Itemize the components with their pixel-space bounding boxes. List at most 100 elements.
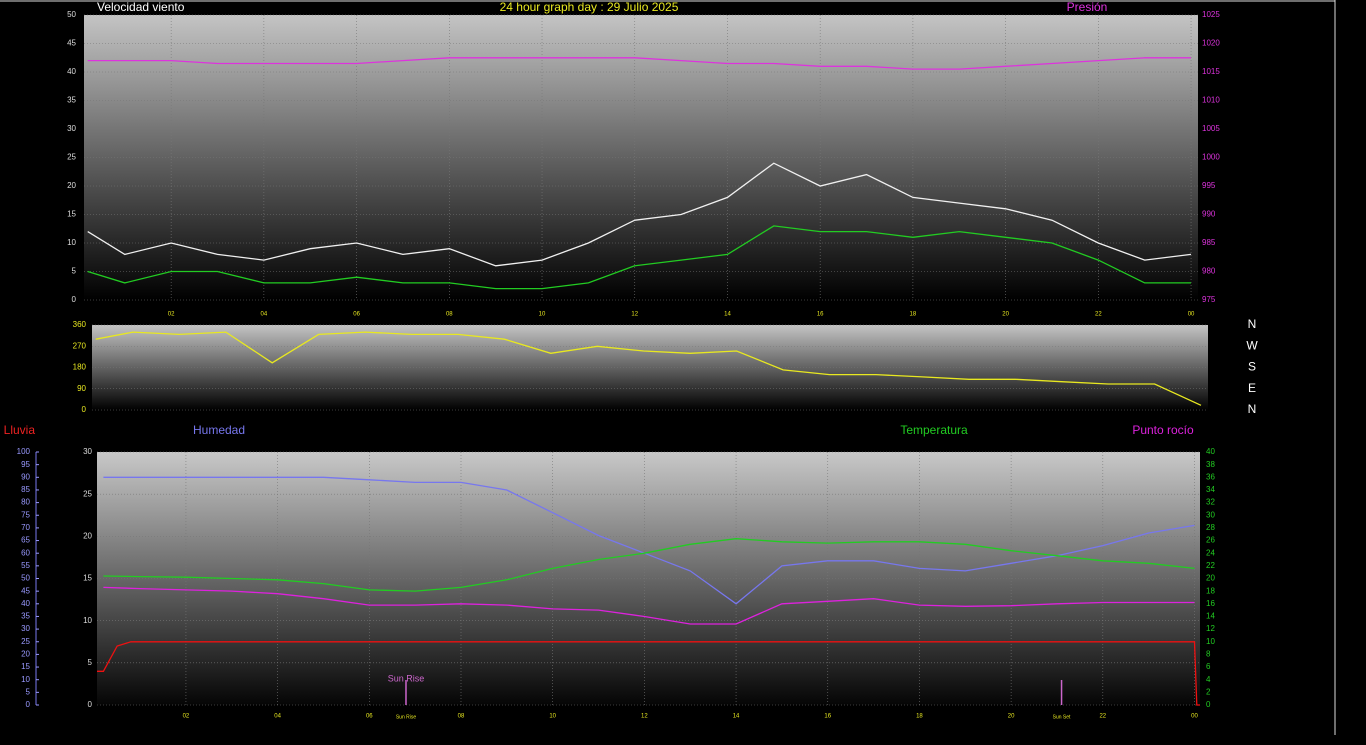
x-tick-label: 16 (817, 312, 824, 318)
axis-title: Lluvia (4, 423, 36, 437)
x-tick-label: 04 (274, 714, 281, 720)
y-tick-label: 20 (1206, 574, 1215, 583)
y-tick-label: N (1248, 402, 1257, 416)
y-tick-label: 1010 (1202, 96, 1220, 105)
y-tick-label: 20 (21, 650, 30, 659)
y-tick-label: 30 (1206, 510, 1215, 519)
series-line (87, 57, 1191, 70)
y-tick-label: 0 (82, 405, 87, 414)
y-tick-label: 45 (21, 586, 30, 595)
y-tick-label: 1020 (1202, 39, 1220, 48)
y-tick-label: 980 (1202, 267, 1216, 276)
y-tick-label: 22 (1206, 561, 1215, 570)
axis-title: Temperatura (900, 423, 968, 437)
x-tick-label: 04 (261, 312, 268, 318)
sun-label-small: Sun Set (1053, 714, 1071, 720)
y-tick-label: 36 (1206, 472, 1215, 481)
y-tick-label: 14 (1206, 612, 1215, 621)
y-tick-label: 30 (21, 624, 30, 633)
y-tick-label: 16 (1206, 599, 1215, 608)
y-tick-label: S (1248, 360, 1256, 374)
x-tick-label: 12 (631, 312, 638, 318)
y-tick-label: 360 (73, 320, 87, 329)
series-line (95, 331, 1202, 406)
x-tick-label: 22 (1099, 714, 1106, 720)
y-tick-label: E (1248, 381, 1256, 395)
plot-area (84, 15, 1198, 300)
y-tick-label: 0 (1206, 700, 1211, 709)
y-tick-label: 34 (1206, 485, 1215, 494)
y-tick-label: 35 (67, 96, 76, 105)
y-tick-label: 15 (21, 662, 30, 671)
y-tick-label: 995 (1202, 181, 1216, 190)
y-tick-label: W (1246, 338, 1258, 352)
y-tick-label: 40 (67, 67, 76, 76)
y-tick-label: N (1248, 317, 1257, 331)
x-tick-label: 02 (168, 312, 175, 318)
y-tick-label: 4 (1206, 675, 1211, 684)
y-tick-label: 1000 (1202, 153, 1220, 162)
y-tick-label: 90 (77, 384, 86, 393)
y-tick-label: 55 (21, 561, 30, 570)
y-tick-label: 12 (1206, 624, 1215, 633)
y-tick-label: 2 (1206, 687, 1211, 696)
y-tick-label: 0 (88, 700, 93, 709)
x-tick-label: 00 (1191, 714, 1198, 720)
y-tick-label: 18 (1206, 586, 1215, 595)
chart-title: 24 hour graph day : 29 Julio 2025 (500, 0, 679, 14)
y-tick-label: 975 (1202, 295, 1216, 304)
y-tick-label: 8 (1206, 650, 1211, 659)
axis-title: Humedad (193, 423, 245, 437)
x-tick-label: 06 (366, 714, 373, 720)
y-tick-label: 26 (1206, 536, 1215, 545)
y-tick-label: 15 (83, 574, 92, 583)
y-tick-label: 25 (83, 489, 92, 498)
y-tick-label: 1005 (1202, 124, 1220, 133)
y-tick-label: 45 (67, 39, 76, 48)
y-tick-label: 85 (21, 485, 30, 494)
y-tick-label: 40 (1206, 447, 1215, 456)
y-tick-label: 38 (1206, 460, 1215, 469)
y-tick-label: 1025 (1202, 10, 1220, 19)
y-tick-label: 90 (21, 472, 30, 481)
x-tick-label: 08 (458, 714, 465, 720)
y-tick-label: 180 (73, 363, 87, 372)
x-tick-label: 14 (724, 312, 731, 318)
series-line (87, 162, 1192, 267)
y-tick-label: 80 (21, 498, 30, 507)
sun-label: Sun Rise (388, 673, 425, 683)
y-tick-label: 30 (83, 447, 92, 456)
x-tick-label: 10 (539, 312, 546, 318)
x-tick-label: 06 (353, 312, 360, 318)
y-tick-label: 5 (88, 658, 93, 667)
y-tick-label: 1015 (1202, 67, 1220, 76)
y-tick-label: 75 (21, 510, 30, 519)
y-tick-label: 25 (21, 637, 30, 646)
y-tick-label: 10 (21, 675, 30, 684)
y-tick-label: 25 (67, 153, 76, 162)
y-tick-label: 70 (21, 523, 30, 532)
y-tick-label: 15 (67, 210, 76, 219)
y-tick-label: 10 (1206, 637, 1215, 646)
y-tick-label: 10 (83, 616, 92, 625)
axis-title: Presión (1067, 0, 1108, 14)
y-tick-label: 20 (83, 531, 92, 540)
x-tick-label: 10 (549, 714, 556, 720)
y-tick-label: 40 (21, 599, 30, 608)
x-tick-label: 02 (183, 714, 190, 720)
y-tick-label: 20 (67, 181, 76, 190)
y-tick-label: 6 (1206, 662, 1211, 671)
series-line (103, 538, 1195, 592)
y-tick-label: 65 (21, 536, 30, 545)
series-line (87, 225, 1191, 290)
y-tick-label: 50 (67, 10, 76, 19)
x-tick-label: 16 (824, 714, 831, 720)
y-tick-label: 24 (1206, 548, 1215, 557)
x-tick-label: 20 (1002, 312, 1009, 318)
x-tick-label: 22 (1095, 312, 1102, 318)
y-tick-label: 990 (1202, 210, 1216, 219)
axis-title: Punto rocío (1132, 423, 1194, 437)
series-line (103, 586, 1195, 625)
